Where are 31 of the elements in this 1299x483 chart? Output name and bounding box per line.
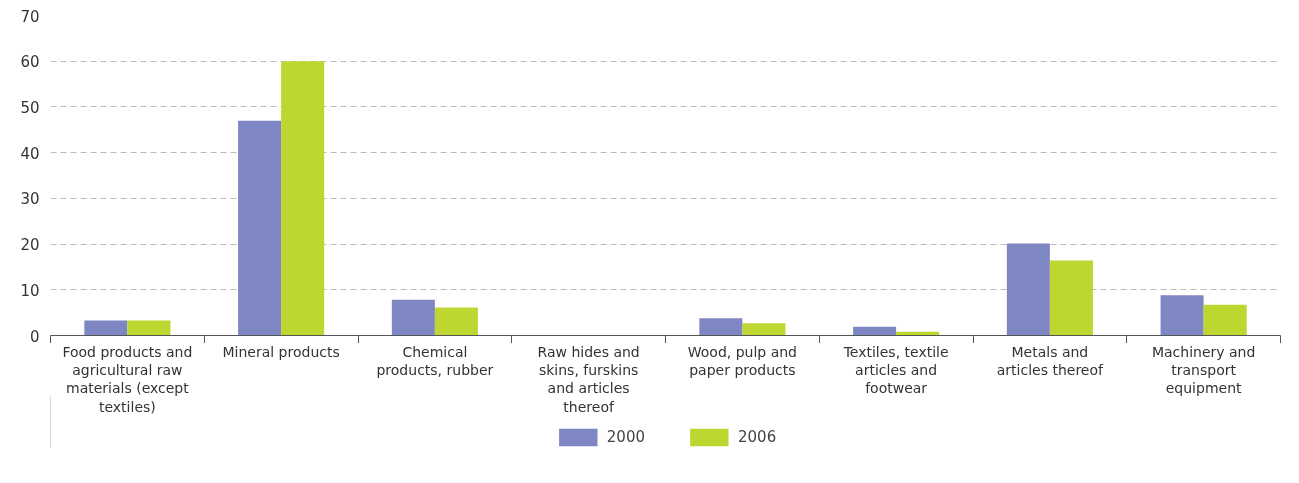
bar [1049,260,1093,336]
bar [84,320,128,336]
y-tick-label: 40 [20,144,40,163]
bar [1160,295,1204,336]
y-tick-label: 70 [20,7,40,26]
y-tick-label: 0 [29,327,40,346]
x-tick-label: Raw hides and skins, furskins and articles thereof [537,343,640,415]
legend-label: 2000 [606,428,645,446]
bar [699,318,743,336]
bar [238,120,282,336]
x-tick-label: Wood, pulp and paper products [687,343,798,378]
x-tick-label: Mineral products [222,343,340,360]
bar [391,299,435,336]
bar [853,326,897,336]
bar [281,61,325,336]
y-tick-label: 30 [20,190,40,209]
bar [127,320,171,336]
x-tick-label: Textiles, textile articles and footwear [842,343,949,397]
bar [434,307,478,336]
bar [1203,304,1247,336]
x-tick-label: Machinery and transport equipment [1151,343,1256,397]
y-tick-label: 50 [20,98,40,117]
x-tick-label: Chemical products, rubber [376,343,494,378]
x-tick-label: Food products and agricultural raw materials (except textiles) [62,343,193,415]
bar [1006,243,1050,336]
y-tick-label: 10 [20,281,40,300]
y-tick-label: 20 [20,236,40,255]
y-tick-label: 60 [20,53,40,72]
bar [742,323,786,336]
x-tick-label: Metals and articles thereof [996,343,1105,378]
legend-label: 2006 [738,428,777,446]
